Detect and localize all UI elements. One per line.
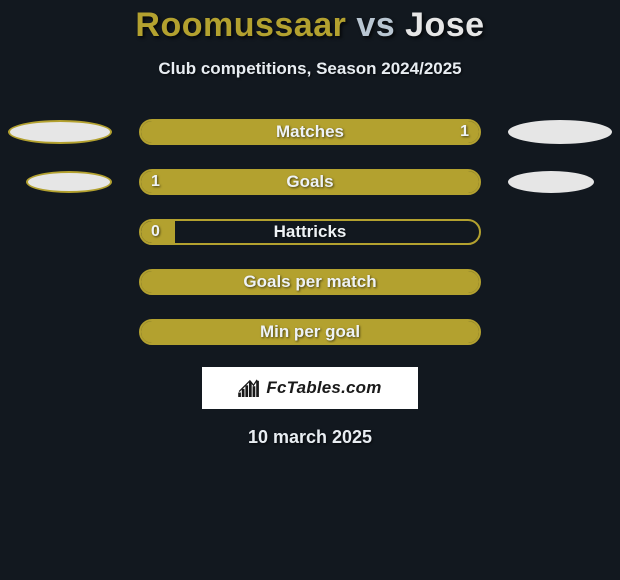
fctables-logo: FcTables.com: [202, 367, 418, 409]
stat-row-hattricks: 0 Hattricks: [0, 219, 620, 245]
vs-text: vs: [356, 6, 395, 44]
player2-marker: [508, 120, 612, 144]
stat-bar: 1 Goals: [139, 169, 481, 195]
stat-row-goals: 1 Goals: [0, 169, 620, 195]
stat-label: Matches: [276, 122, 344, 142]
player1-name: Roomussaar: [135, 6, 346, 44]
stat-label: Goals: [286, 172, 333, 192]
stat-label: Min per goal: [260, 322, 360, 342]
stat-bar: Min per goal: [139, 319, 481, 345]
stat-bar: Matches 1: [139, 119, 481, 145]
player1-marker: [26, 171, 112, 193]
stat-row-goals-per-match: Goals per match: [0, 269, 620, 295]
subtitle: Club competitions, Season 2024/2025: [158, 59, 461, 79]
logo-text: FcTables.com: [266, 378, 381, 398]
bar-chart-icon: [238, 379, 260, 397]
stat-left-value: 1: [151, 173, 160, 191]
stat-left-value: 0: [151, 223, 160, 241]
stats-list: Matches 1 1 Goals 0 Hattricks: [0, 119, 620, 345]
comparison-card: Roomussaar vs Jose Club competitions, Se…: [0, 0, 620, 448]
stat-row-min-per-goal: Min per goal: [0, 319, 620, 345]
stat-bar: 0 Hattricks: [139, 219, 481, 245]
player2-marker: [508, 171, 594, 193]
player1-marker: [8, 120, 112, 144]
stat-bar: Goals per match: [139, 269, 481, 295]
page-title: Roomussaar vs Jose: [135, 6, 484, 45]
stat-row-matches: Matches 1: [0, 119, 620, 145]
date-text: 10 march 2025: [248, 427, 372, 448]
player2-name: Jose: [405, 6, 485, 44]
stat-label: Hattricks: [274, 222, 347, 242]
stat-label: Goals per match: [243, 272, 376, 292]
stat-right-value: 1: [460, 123, 469, 141]
